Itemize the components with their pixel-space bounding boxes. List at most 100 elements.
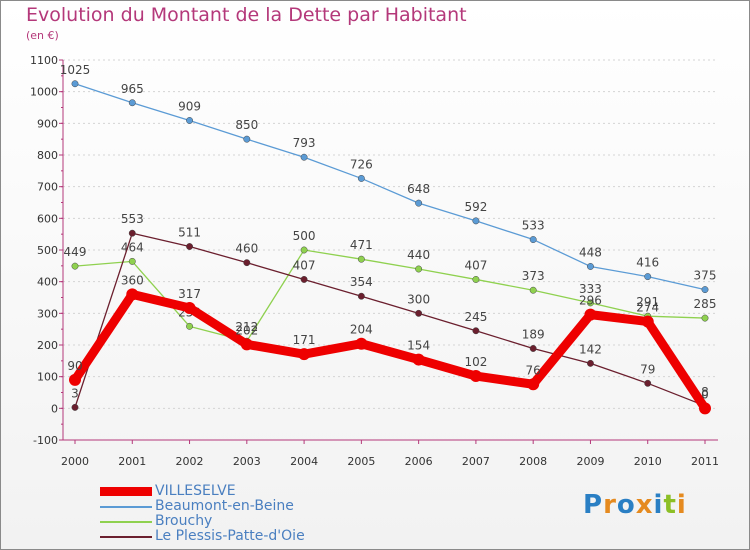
logo-letter: P <box>583 490 604 520</box>
data-point <box>415 199 423 207</box>
data-label: 102 <box>464 355 487 369</box>
data-point <box>128 99 136 107</box>
data-point <box>71 80 79 88</box>
y-tick-label: 1000 <box>30 86 58 99</box>
data-point <box>357 292 365 300</box>
data-point <box>186 322 193 330</box>
data-label: 416 <box>636 256 659 270</box>
data-label: 375 <box>694 269 717 283</box>
data-point <box>128 257 136 265</box>
y-tick-label: 0 <box>51 402 58 415</box>
x-tick-label: 2010 <box>634 455 662 468</box>
data-point <box>300 276 308 283</box>
data-point <box>412 353 425 366</box>
data-label: 274 <box>636 301 659 315</box>
data-point <box>527 378 540 391</box>
data-point <box>644 379 652 387</box>
data-label: 212 <box>235 320 258 334</box>
data-label: 360 <box>121 273 144 287</box>
data-point <box>126 288 139 301</box>
data-label: 142 <box>579 342 602 356</box>
data-point <box>71 403 79 411</box>
data-label: 0 <box>701 387 709 401</box>
logo-letter: r <box>603 490 617 520</box>
data-point <box>300 246 308 254</box>
x-tick-label: 2006 <box>405 455 433 468</box>
data-label: 300 <box>407 292 430 306</box>
y-tick-label: 200 <box>37 339 58 352</box>
data-label: 171 <box>293 333 316 347</box>
logo-letter: i <box>653 490 664 520</box>
data-point <box>300 153 308 161</box>
series-line <box>70 289 710 413</box>
data-point <box>298 348 311 361</box>
data-point <box>587 359 594 367</box>
data-point <box>69 373 81 386</box>
data-label: 317 <box>178 287 201 301</box>
x-tick-label: 2003 <box>233 455 261 468</box>
y-tick-label: 700 <box>37 181 58 194</box>
data-label: 460 <box>235 242 258 256</box>
x-tick-label: 2002 <box>176 455 204 468</box>
data-label: 296 <box>579 294 602 308</box>
logo-letter: t <box>663 490 677 520</box>
data-point <box>529 345 537 352</box>
series-line <box>74 232 706 409</box>
data-point <box>357 174 365 182</box>
legend-label: Brouchy <box>155 513 213 529</box>
logo-letter: x <box>635 490 654 520</box>
series-line <box>74 249 706 342</box>
data-label: 3 <box>71 386 79 400</box>
data-point <box>584 308 597 321</box>
data-point <box>357 255 365 263</box>
data-point <box>529 236 537 244</box>
data-point <box>641 315 654 328</box>
data-point <box>472 327 480 335</box>
x-tick-label: 2004 <box>290 455 318 468</box>
data-point <box>128 229 136 237</box>
data-label: 793 <box>293 136 316 150</box>
x-tick-label: 2007 <box>462 455 490 468</box>
data-label: 553 <box>121 212 144 226</box>
data-point <box>529 286 537 294</box>
data-label: 407 <box>464 258 487 272</box>
data-point <box>701 314 709 322</box>
data-point <box>243 259 251 267</box>
data-point <box>71 262 79 270</box>
data-label: 726 <box>350 157 373 171</box>
data-point <box>472 217 480 225</box>
data-label: 592 <box>464 200 487 214</box>
data-label: 154 <box>407 339 430 353</box>
x-tick-label: 2005 <box>347 455 375 468</box>
data-label: 471 <box>350 238 373 252</box>
data-point <box>183 301 196 314</box>
data-point <box>240 338 253 351</box>
x-tick-label: 2001 <box>118 455 146 468</box>
data-label: 204 <box>350 323 373 337</box>
data-label: 90 <box>67 359 82 373</box>
data-label: 285 <box>694 297 717 311</box>
data-label: 333 <box>579 282 602 296</box>
data-label: 464 <box>121 240 144 254</box>
chart-title: Evolution du Montant de la Dette par Hab… <box>26 4 467 26</box>
data-point <box>243 135 251 143</box>
y-tick-label: 500 <box>37 244 58 257</box>
data-label: 965 <box>121 82 144 96</box>
data-point <box>699 402 711 415</box>
data-label: 76 <box>526 363 541 377</box>
y-tick-label: 900 <box>37 117 58 130</box>
legend-swatch <box>100 487 152 496</box>
y-tick-label: 400 <box>37 276 58 289</box>
legend-label: Le Plessis-Patte-d'Oie <box>155 528 305 544</box>
data-label: 189 <box>522 327 545 341</box>
y-tick-label: 800 <box>37 149 58 162</box>
data-point <box>472 276 480 283</box>
data-point <box>415 265 423 273</box>
data-point <box>355 337 368 350</box>
data-label: 373 <box>522 269 545 283</box>
proxiti-logo: Proxiti <box>583 490 687 520</box>
data-label: 245 <box>464 310 487 324</box>
data-point <box>469 370 482 383</box>
legend-swatch <box>100 521 152 523</box>
